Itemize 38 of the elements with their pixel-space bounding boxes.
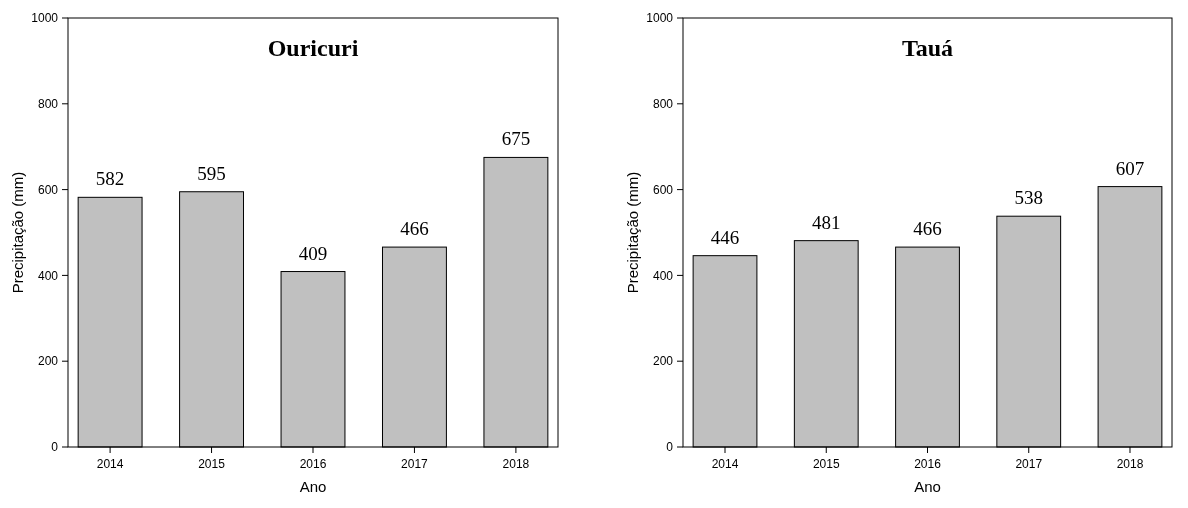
- x-tick-label: 2014: [711, 457, 739, 471]
- x-tick-label: 2016: [299, 457, 327, 471]
- y-axis-title: Precipitação (mm): [9, 171, 26, 294]
- y-tick-label: 600: [652, 182, 674, 197]
- y-tick-label: 0: [666, 440, 674, 455]
- y-tick-label: 200: [652, 354, 674, 369]
- y-tick-label: 0: [51, 440, 59, 455]
- y-tick-label: 400: [37, 268, 59, 283]
- y-tick-label: 1000: [646, 11, 674, 26]
- data-label: 409: [298, 242, 328, 264]
- y-tick-label: 600: [37, 182, 59, 197]
- data-label: 582: [95, 168, 125, 190]
- y-tick-label: 800: [652, 97, 674, 111]
- text: Tauá: [901, 35, 954, 61]
- data-label: 466: [400, 218, 429, 240]
- y-axis-title: Precipitação (mm): [624, 171, 641, 294]
- y-tick-label: 800: [37, 97, 59, 111]
- x-tick-label: 2017: [1015, 457, 1043, 471]
- x-axis-title: Ano: [914, 478, 941, 495]
- y-tick-label: 1000: [31, 11, 59, 26]
- y-tick-label: 400: [652, 268, 674, 283]
- x-tick-label: 2016: [914, 457, 942, 471]
- x-tick-label: 2018: [1116, 457, 1144, 471]
- x-tick-label: 2018: [502, 457, 530, 471]
- x-axis-title: Ano: [299, 478, 327, 495]
- data-label: 538: [1014, 187, 1043, 209]
- data-label: 481: [812, 211, 841, 233]
- data-label: 466: [913, 218, 942, 240]
- data-label: 675: [501, 128, 531, 150]
- data-label: 446: [710, 226, 740, 248]
- x-tick-label: 2015: [812, 457, 840, 471]
- x-tick-label: 2017: [401, 457, 429, 471]
- data-label: 595: [197, 162, 226, 184]
- x-tick-label: 2015: [198, 457, 226, 471]
- x-tick-label: 2014: [96, 457, 124, 471]
- y-tick-label: 200: [37, 354, 59, 369]
- data-label: 607: [1115, 157, 1145, 179]
- text: Ouricuri: [267, 35, 359, 61]
